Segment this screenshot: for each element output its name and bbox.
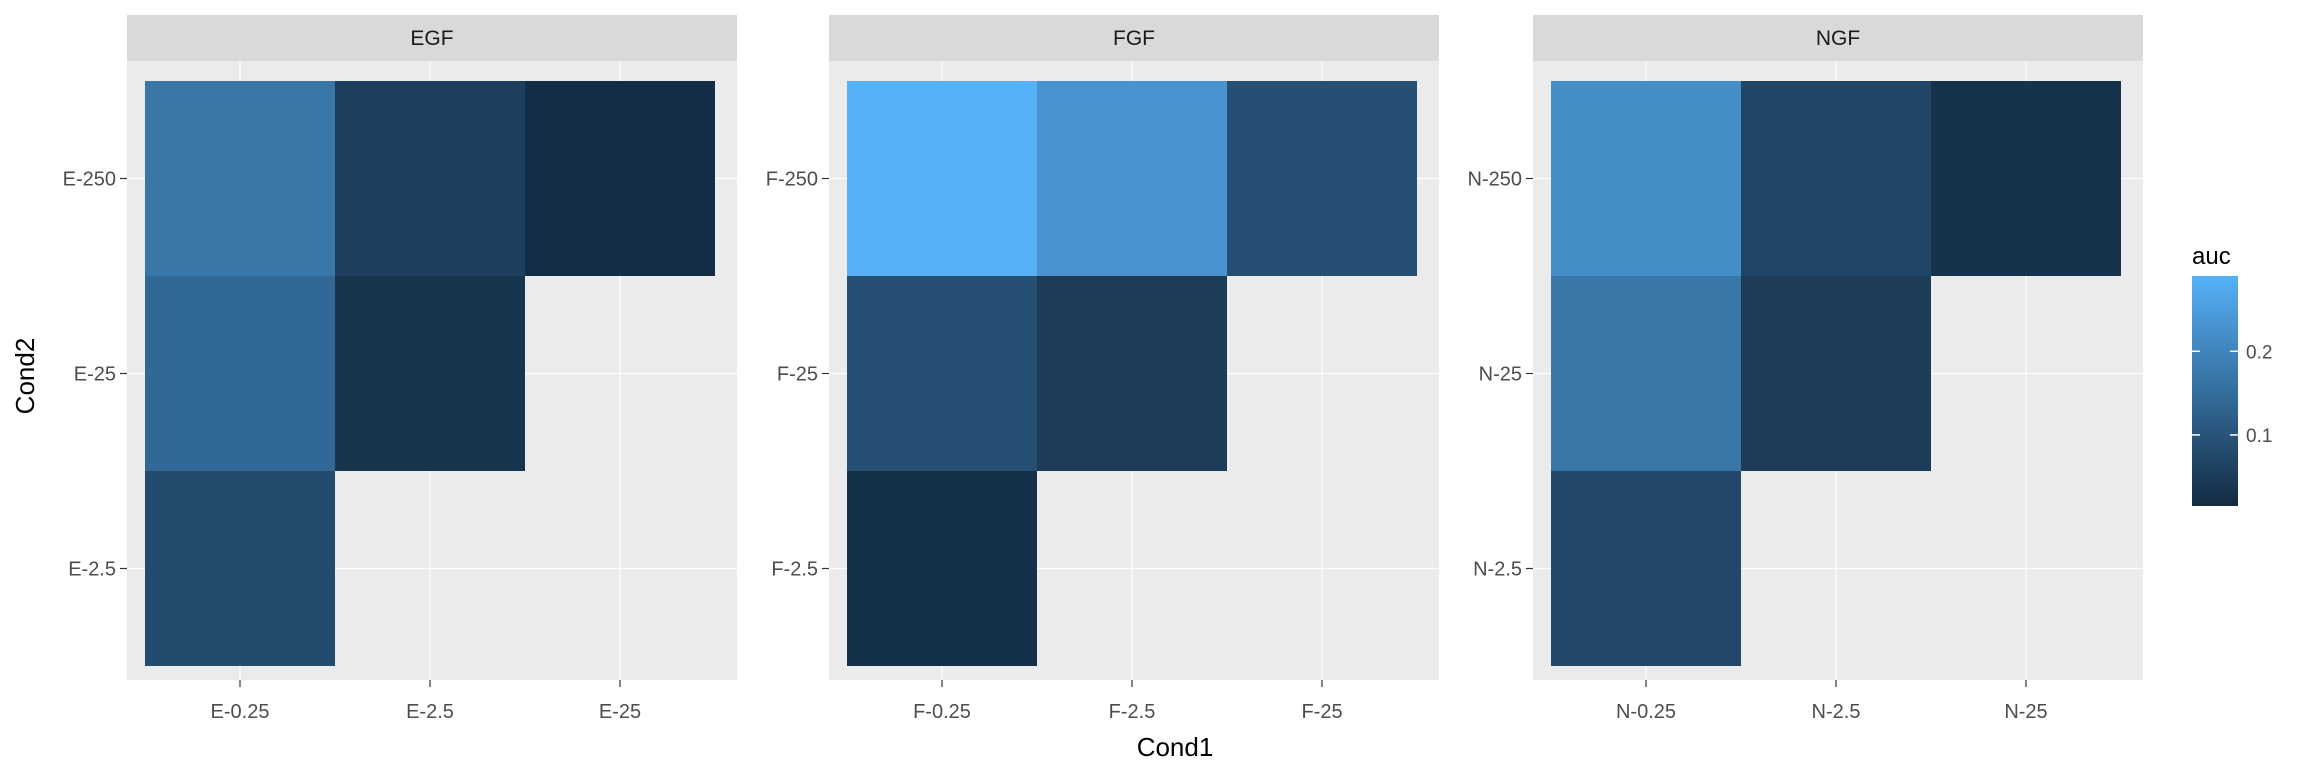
heatmap-tile [1037,276,1227,471]
x-tick-label: N-0.25 [1616,701,1676,723]
heatmap-tile [335,276,525,471]
x-tick-label: N-25 [2004,701,2047,723]
legend-colorbar [2192,276,2238,506]
heatmap-tile [145,471,335,666]
y-tick-label: N-250 [1468,169,1522,191]
x-tick-label: E-2.5 [406,701,454,723]
facet-strip [1533,15,2143,61]
y-tick-label: F-2.5 [771,559,818,581]
x-tick-label: F-2.5 [1109,701,1156,723]
x-tick-label: F-0.25 [913,701,971,723]
heatmap-tile [1037,81,1227,276]
facet-ngf: NGF N-0.25 N-2.5 N-25 N-2.5 N-25 N-250 [1468,15,2143,723]
heatmap-tile [145,81,335,276]
heatmap-tile [1551,81,1741,276]
heatmap-tile [335,81,525,276]
facet-strip-label: FGF [1113,27,1155,50]
color-legend: auc 0.1 0.2 [2192,243,2272,506]
legend-ticks: 0.1 0.2 [2192,342,2272,447]
heatmap-tile [525,81,715,276]
heatmap-tile [847,276,1037,471]
heatmap-tile [1551,471,1741,666]
legend-title: auc [2192,243,2231,270]
heatmap-tile [1931,81,2121,276]
x-axis-title: Cond1 [1137,732,1214,762]
y-tick-label: N-2.5 [1473,559,1522,581]
y-tick-label: F-25 [777,364,818,386]
y-tick-label: E-250 [63,169,116,191]
y-axis-title: Cond2 [10,338,40,415]
facet-strip-label: NGF [1816,27,1860,50]
facet-strip [829,15,1439,61]
heatmap-tile [1741,81,1931,276]
heatmap-tile [847,81,1037,276]
x-tick-label: N-2.5 [1812,701,1861,723]
heatmap-tile [145,276,335,471]
facet-fgf: FGF F-0.25 F-2.5 F-25 F-2.5 F-25 F-250 [766,15,1439,723]
heatmap-tile [1227,81,1417,276]
x-tick-label: E-0.25 [211,701,270,723]
x-tick-label: F-25 [1301,701,1342,723]
facet-strip [127,15,737,61]
y-tick-label: E-2.5 [68,559,116,581]
legend-break-label: 0.2 [2246,342,2272,363]
legend-break-label: 0.1 [2246,426,2272,447]
y-tick-label: E-25 [74,364,116,386]
facet-panels: EGF E-0.25 E-2.5 E-25 E-2.5 E-25 E-250 FGF F-0.2… [63,15,2143,723]
heatmap-tile [847,471,1037,666]
y-tick-label: N-25 [1479,364,1522,386]
y-tick-label: F-250 [766,169,818,191]
x-tick-label: E-25 [599,701,641,723]
heatmap-tile [1741,276,1931,471]
facet-egf: EGF E-0.25 E-2.5 E-25 E-2.5 E-25 E-250 [63,15,737,723]
heatmap-tile [1551,276,1741,471]
facet-strip-label: EGF [410,27,453,50]
